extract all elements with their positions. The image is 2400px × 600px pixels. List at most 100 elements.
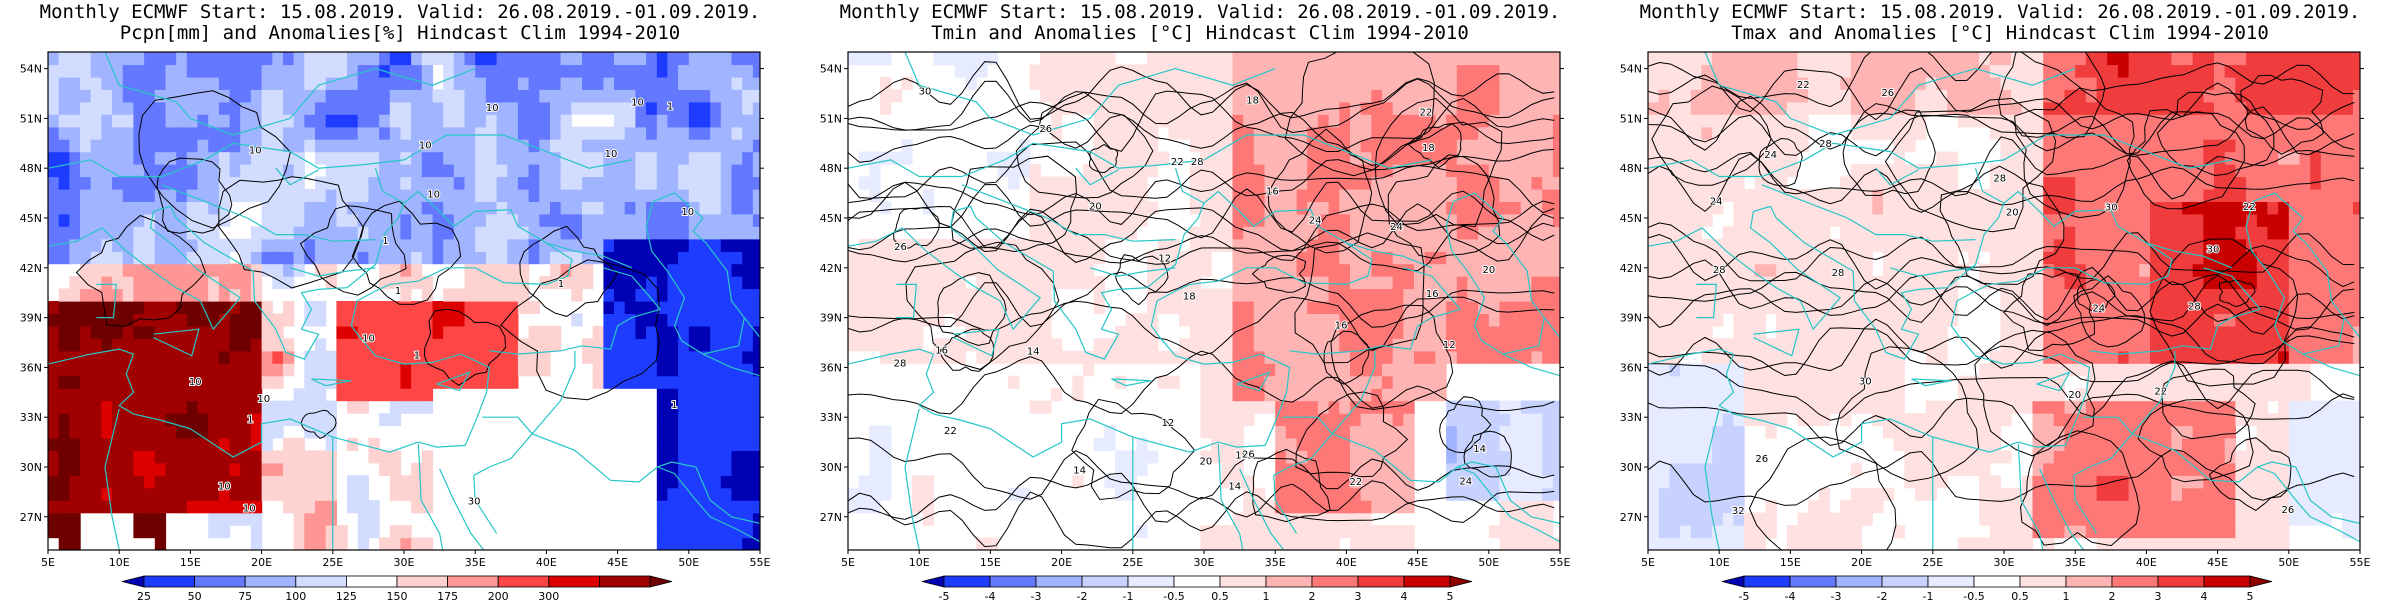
coastline — [657, 461, 760, 524]
contour-line — [848, 141, 1555, 199]
lat-tick-label: 36N — [20, 361, 42, 374]
contour-label: 18 — [1183, 292, 1196, 303]
contour-line — [1330, 304, 1454, 411]
lat-tick-label: 27N — [820, 511, 842, 524]
contour-line — [848, 111, 1555, 167]
coastline — [1704, 52, 2076, 136]
panel-title-line1: Monthly ECMWF Start: 15.08.2019. Valid: … — [39, 1, 761, 23]
coastline — [473, 475, 498, 534]
field-shading — [48, 52, 760, 550]
coastline — [531, 433, 658, 483]
contour-label: 30 — [919, 87, 932, 98]
colorbar-segment — [447, 575, 499, 588]
contour-label: 16 — [935, 345, 948, 356]
coastline — [2203, 267, 2261, 310]
contour-label: 10 — [249, 146, 262, 157]
coastline — [743, 317, 760, 338]
coastline — [1217, 443, 1244, 550]
contour-line — [848, 61, 1555, 120]
contour-line — [1294, 232, 1425, 364]
contour-label: 10 — [486, 103, 499, 114]
contour-line — [2218, 279, 2256, 308]
lat-tick-label: 51N — [1620, 112, 1642, 125]
contour-line — [2161, 368, 2256, 440]
contour-line — [848, 203, 1555, 263]
contour-label: 20 — [2068, 390, 2081, 401]
coastline — [104, 52, 476, 136]
colorbar-segment — [1035, 575, 1083, 588]
panel-title-line2: Tmin and Anomalies [°C] Hindcast Clim 19… — [931, 22, 1469, 44]
contour-label: 10 — [218, 481, 231, 492]
colorbar-high-arrow — [649, 575, 673, 588]
coastline — [374, 168, 405, 204]
coastline — [1761, 184, 1976, 242]
contour-label: 22 — [1797, 80, 1810, 91]
contour-line — [1648, 153, 2355, 213]
coastline — [1753, 328, 1800, 357]
colorbar-label: 1 — [1263, 590, 1270, 600]
contour-line — [939, 328, 995, 372]
colorbar-label: -3 — [1031, 590, 1042, 600]
contour-label: 30 — [1859, 377, 1872, 388]
colorbar-segment — [548, 575, 600, 588]
lon-tick-label: 10E — [1709, 556, 1730, 569]
contour-label: 12 — [1162, 418, 1175, 429]
coastline-layer — [1648, 52, 2360, 550]
contour-line — [2019, 430, 2140, 547]
contour-line — [848, 78, 1555, 134]
coastline — [1273, 475, 1298, 534]
panel-title-line2: Pcpn[mm] and Anomalies[%] Hindcast Clim … — [119, 22, 681, 44]
colorbar-label: 150 — [387, 590, 408, 600]
lat-tick-label: 45N — [1620, 212, 1642, 225]
lat-tick-label: 36N — [1620, 361, 1642, 374]
lon-tick-label: 15E — [180, 556, 201, 569]
contour-line — [1295, 391, 1409, 478]
colorbar-segment — [1927, 575, 1975, 588]
contour-line — [950, 155, 1078, 253]
lat-tick-label: 39N — [20, 312, 42, 325]
colorbar-label: -5 — [1739, 590, 1750, 600]
lon-tick-label: 15E — [1780, 556, 1801, 569]
contour-line — [1651, 85, 1772, 186]
contour-label: 22 — [2243, 202, 2256, 213]
coastline — [1236, 371, 1271, 392]
lon-tick-label: 10E — [109, 556, 130, 569]
contour-label: 26 — [1881, 88, 1894, 99]
coastline — [1239, 468, 1285, 550]
coastline — [153, 328, 200, 357]
contour-label: 28 — [1819, 139, 1832, 150]
contour-label: 14 — [1027, 346, 1040, 357]
contour-label: 12 — [1443, 340, 1456, 351]
lat-tick-label: 51N — [820, 112, 842, 125]
contour-label: 16 — [1266, 186, 1279, 197]
tmax-map: 2022222426283020242628303228262824223028… — [1620, 51, 2371, 600]
coastline — [473, 433, 533, 476]
coastline — [1331, 433, 1458, 483]
contour-label: 20 — [1200, 457, 1213, 468]
colorbar-segment — [2019, 575, 2067, 588]
colorbar-segment — [345, 575, 398, 588]
colorbar-segment — [1173, 575, 1221, 588]
lon-tick-label: 40E — [2136, 556, 2157, 569]
contour-label: 22 — [1350, 477, 1363, 488]
contour-label: 24 — [1309, 216, 1322, 227]
contour-label: 28 — [1713, 265, 1726, 276]
coastline — [1974, 168, 2005, 204]
colorbar-label: 5 — [1447, 590, 1454, 600]
coastline — [702, 353, 760, 377]
contour-label: 26 — [1242, 449, 1255, 460]
contour-line — [1115, 254, 1169, 306]
colorbar-label: 175 — [437, 590, 458, 600]
contour-line — [156, 157, 233, 234]
lat-tick-label: 39N — [1620, 312, 1642, 325]
lon-tick-label: 5E — [41, 556, 55, 569]
lat-tick-label: 48N — [1620, 162, 1642, 175]
lon-tick-label: 5E — [841, 556, 855, 569]
panel-title-line2: Tmax and Anomalies [°C] Hindcast Clim 19… — [1731, 22, 2269, 44]
lon-tick-label: 45E — [1407, 556, 1428, 569]
colorbar-label: -2 — [1077, 590, 1088, 600]
lon-tick-label: 20E — [1851, 556, 1872, 569]
contour-line — [848, 200, 1555, 265]
contour-line — [1648, 315, 2355, 376]
colorbar-label: -1 — [1123, 590, 1134, 600]
